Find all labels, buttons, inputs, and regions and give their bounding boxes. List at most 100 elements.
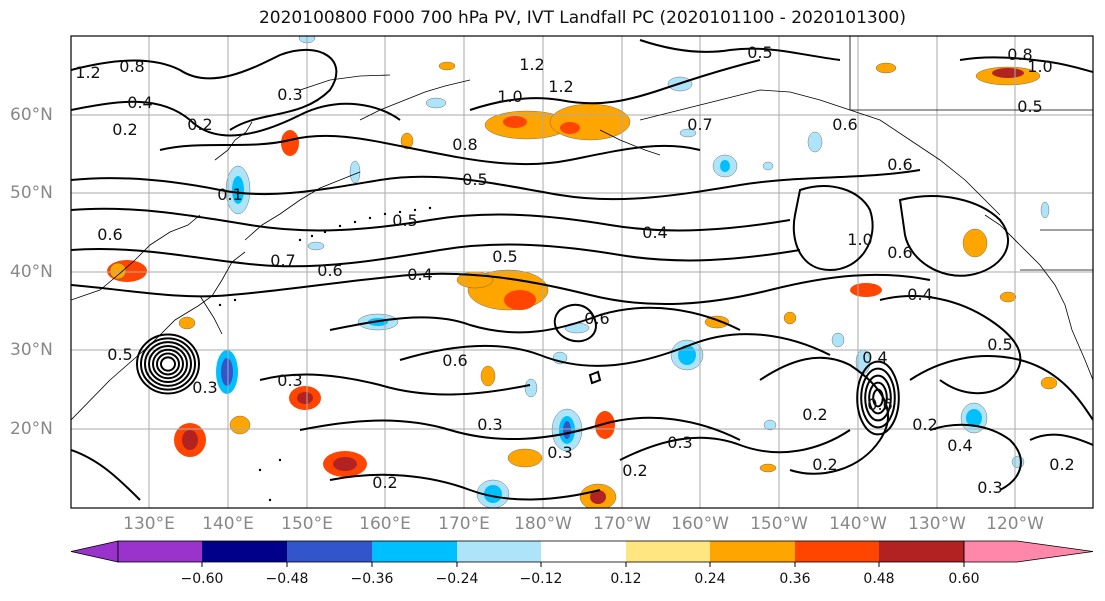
contour-label: 0.6 xyxy=(887,155,912,174)
ivt-contour xyxy=(1029,433,1093,446)
lon-label-160e: 160°E xyxy=(359,514,411,534)
colorbar-segment xyxy=(457,541,541,562)
pv-anomaly-patch xyxy=(333,457,357,471)
contour-label: 0.6 xyxy=(867,395,892,414)
contour-label: 0.2 xyxy=(187,115,212,134)
colorbar-tick: 0.60 xyxy=(948,571,980,587)
pv-anomaly-patch xyxy=(503,116,527,128)
colorbar-tick: 0.24 xyxy=(694,571,726,587)
pv-anomaly-patch xyxy=(221,358,233,386)
ivt-contour-closed xyxy=(156,352,180,376)
ivt-contour-closed xyxy=(148,344,188,384)
island xyxy=(428,206,432,210)
ivt-contour-closed xyxy=(136,333,200,395)
lat-label-60n: 60°N xyxy=(10,105,53,125)
contour-label: 0.5 xyxy=(462,170,487,189)
pv-anomaly-patch xyxy=(524,378,538,398)
pv-anomaly-patch xyxy=(281,130,299,156)
contour-label: 0.4 xyxy=(407,265,432,284)
pv-anomaly-patch xyxy=(1011,455,1025,469)
lon-label-160w: 160°W xyxy=(671,514,729,534)
ivt-contour xyxy=(71,100,401,137)
contour-label: 1.2 xyxy=(548,77,573,96)
ivt-contour xyxy=(299,416,741,441)
ivt-contour xyxy=(71,49,338,131)
pv-anomaly-patch xyxy=(480,365,496,387)
graticule xyxy=(71,36,1093,508)
ivt-contour xyxy=(553,303,597,343)
colorbar-segment xyxy=(372,541,457,562)
contour-labels: 1.2 0.8 0.4 0.2 0.3 0.2 0.1 0.8 0.5 1.2 1.0 1.2 0.5 0… xyxy=(75,43,1074,497)
pv-anomaly-patch xyxy=(507,448,543,468)
island xyxy=(268,498,272,502)
colorbar-tick: −0.24 xyxy=(435,571,479,587)
contour-label: 0.7 xyxy=(687,115,712,134)
contour-label: 0.7 xyxy=(270,251,295,270)
ivt-contour xyxy=(879,295,1022,395)
island xyxy=(310,234,314,238)
contour-label: 0.3 xyxy=(477,415,502,434)
contour-label: 1.2 xyxy=(75,63,100,82)
ivt-contour xyxy=(929,423,1022,491)
contour-label: 0.2 xyxy=(372,473,397,492)
ivt-contour xyxy=(71,207,791,232)
island xyxy=(398,210,402,214)
contour-label: 0.4 xyxy=(127,93,152,112)
ivt-contour xyxy=(71,449,141,501)
ivt-contour-closed xyxy=(864,374,892,422)
colorbar-tick: −0.36 xyxy=(350,571,394,587)
ivt-contour xyxy=(909,355,1093,421)
ivt-contour xyxy=(588,370,602,385)
contour-label: 0.2 xyxy=(112,120,137,139)
ivt-contour xyxy=(959,56,1093,73)
pv-anomaly-patch xyxy=(966,409,982,427)
pv-anomaly-patch xyxy=(232,176,244,204)
contour-label: 0.2 xyxy=(812,455,837,474)
contour-label: 1.0 xyxy=(497,87,522,106)
ivt-contour xyxy=(639,39,841,61)
pv-anomaly-fills xyxy=(107,36,1058,508)
coastline xyxy=(199,295,223,335)
island xyxy=(258,468,262,472)
coastline xyxy=(359,79,471,121)
pv-anomaly-patch xyxy=(349,160,361,184)
colorbar-segment xyxy=(202,541,287,562)
ivt-contour xyxy=(159,134,701,166)
contour-label: 0.2 xyxy=(912,415,937,434)
contour-label: 0.6 xyxy=(442,351,467,370)
island xyxy=(298,238,302,242)
pv-anomaly-patch xyxy=(850,283,882,297)
pv-anomaly-patch xyxy=(679,128,697,138)
pv-anomaly-patch xyxy=(178,316,196,330)
island xyxy=(368,216,372,220)
pv-anomaly-patch xyxy=(229,415,251,435)
pv-anomaly-patch xyxy=(400,132,414,150)
ivt-contour xyxy=(329,306,741,334)
ivt-contour xyxy=(71,169,921,201)
contour-label: 0.5 xyxy=(747,43,772,62)
contour-label: 0.8 xyxy=(119,57,144,76)
ivt-contour-closed xyxy=(868,381,888,415)
pv-anomaly-patch xyxy=(595,411,615,439)
lon-label-150w: 150°W xyxy=(750,514,808,534)
contour-label: 0.6 xyxy=(887,243,912,262)
contour-label: 0.4 xyxy=(907,285,932,304)
colorbar-segment xyxy=(795,541,879,562)
contour-label: 0.2 xyxy=(1049,455,1074,474)
coastline xyxy=(244,171,361,241)
contour-label: 0.3 xyxy=(667,433,692,452)
ivt-contour-closed xyxy=(856,360,900,436)
ivt-contour xyxy=(619,429,851,461)
contour-label: 0.2 xyxy=(622,461,647,480)
colorbar-tick: −0.60 xyxy=(180,571,224,587)
ivt-contour xyxy=(259,373,531,396)
ivt-contour-closed xyxy=(860,367,896,429)
lon-label-170w: 170°W xyxy=(593,514,651,534)
contour-label: 0.3 xyxy=(192,378,217,397)
contour-label: 0.3 xyxy=(547,443,572,462)
ivt-contour xyxy=(71,243,801,268)
colorbar-extend-frame xyxy=(963,540,1094,563)
lon-label-130w: 130°W xyxy=(908,514,966,534)
ivt-contour-closed xyxy=(144,341,192,387)
